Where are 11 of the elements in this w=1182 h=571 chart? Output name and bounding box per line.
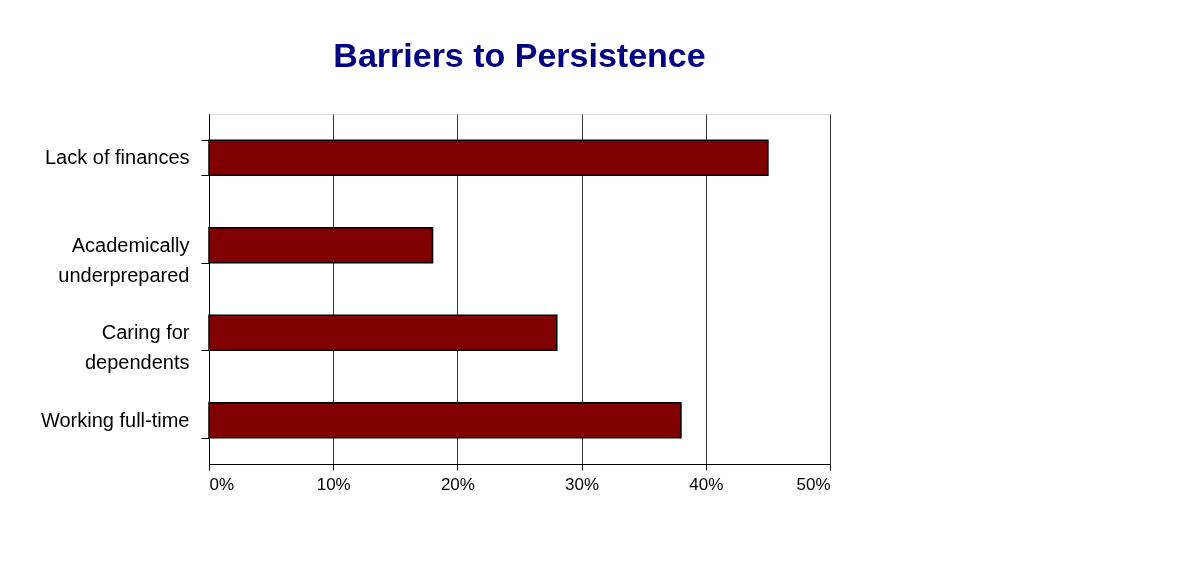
y-tick-label: Caring for dependents — [84, 321, 190, 374]
x-tick-label: 50% — [796, 474, 831, 494]
x-tick-label: 0% — [209, 474, 235, 494]
chart-title: Barriers to Persistence — [333, 36, 706, 74]
y-tick-label: Lack of finances — [44, 146, 190, 169]
x-tick-label: 10% — [316, 474, 351, 494]
y-tick-label: Academically underprepared — [58, 233, 190, 286]
x-tick-label: 30% — [565, 474, 600, 494]
x-tick-label: 20% — [440, 474, 475, 494]
y-tick-label: Working full-time — [40, 408, 190, 431]
x-tick-label: 40% — [689, 474, 724, 494]
